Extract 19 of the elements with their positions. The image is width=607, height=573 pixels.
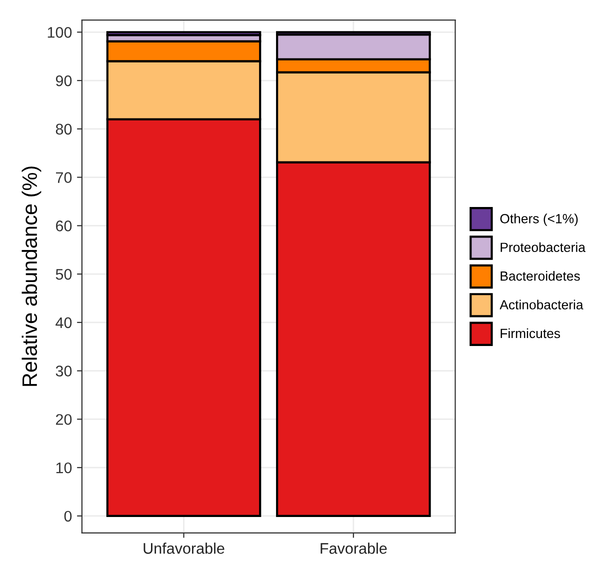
- y-tick-label: 0: [64, 510, 72, 522]
- legend-label: Actinobacteria: [500, 300, 584, 310]
- legend-label: Bacteroidetes: [500, 271, 580, 281]
- legend-label: Proteobacteria: [500, 242, 586, 252]
- legend-label: Firmicutes: [500, 328, 560, 338]
- y-tick-label: 10: [56, 462, 72, 474]
- x-tick-label: Favorable: [320, 542, 387, 554]
- y-tick-label: 30: [56, 366, 72, 376]
- y-tick-label: 50: [56, 268, 72, 280]
- y-tick-label: 100: [48, 27, 72, 38]
- x-tick-label: Unfavorable: [144, 542, 224, 554]
- y-tick-label: 40: [56, 317, 72, 328]
- y-axis-title: Relative abundance (%): [22, 166, 42, 386]
- y-tick-label: 20: [56, 414, 72, 425]
- y-tick-label: 80: [56, 124, 72, 135]
- legend-label: Others (<1%): [500, 214, 578, 226]
- y-tick-label: 70: [56, 172, 72, 183]
- y-tick-label: 60: [56, 220, 72, 232]
- y-tick-label: 90: [56, 75, 72, 86]
